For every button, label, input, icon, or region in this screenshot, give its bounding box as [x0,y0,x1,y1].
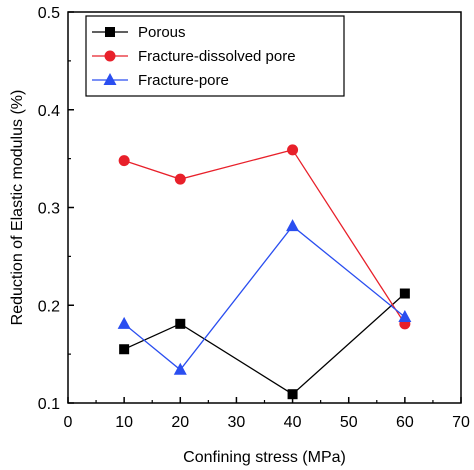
data-point [175,318,186,329]
data-point [119,344,130,355]
series-line [123,293,406,396]
x-tick-label: 60 [396,414,414,431]
x-tick-label: 50 [340,414,358,431]
data-point [287,144,299,156]
series-line [123,225,406,371]
legend-entry: Fracture-dissolved pore [92,48,296,65]
series-line [123,149,406,325]
legend-entry: Fracture-pore [92,72,229,89]
legend-marker [104,50,116,62]
data-point [118,155,130,167]
x-axis-label: Confining stress (MPa) [183,449,346,466]
y-tick-label: 0.3 [38,201,60,218]
legend-label: Porous [138,24,186,41]
data-point [398,309,412,322]
legend: Porous Fracture-dissolved pore Fracture-po… [85,15,345,97]
y-axis-label: Reduction of Elastic modulus (%) [9,90,26,326]
series-fracture-pore [117,219,412,375]
data-point [173,362,187,375]
legend-box [85,15,345,97]
x-tick-label: 30 [228,414,246,431]
legend-marker [103,73,117,85]
legend-label: Fracture-pore [138,72,229,89]
series-fracture-dissolved-pore [118,144,411,330]
x-tick-label: 70 [452,414,470,431]
x-tick-label: 10 [115,414,133,431]
x-tick-label: 20 [171,414,189,431]
axes: 0 10 20 30 40 50 60 70 0.1 0.2 0.3 0.4 0.5 [38,5,470,431]
data-point [287,389,298,400]
x-tick-label: 40 [284,414,302,431]
data-point [399,288,410,299]
y-tick-label: 0.1 [38,396,60,413]
data-point [286,219,300,232]
legend-marker [105,27,115,37]
y-tick-label: 0.4 [38,103,60,120]
series-porous [119,288,410,400]
legend-entry: Porous [92,24,186,41]
y-tick-label: 0.2 [38,298,60,315]
series-layer [117,144,412,400]
data-point [174,173,186,185]
data-point [117,316,131,329]
x-tick-label: 0 [64,414,73,431]
y-tick-label: 0.5 [38,5,60,22]
legend-label: Fracture-dissolved pore [138,48,296,65]
